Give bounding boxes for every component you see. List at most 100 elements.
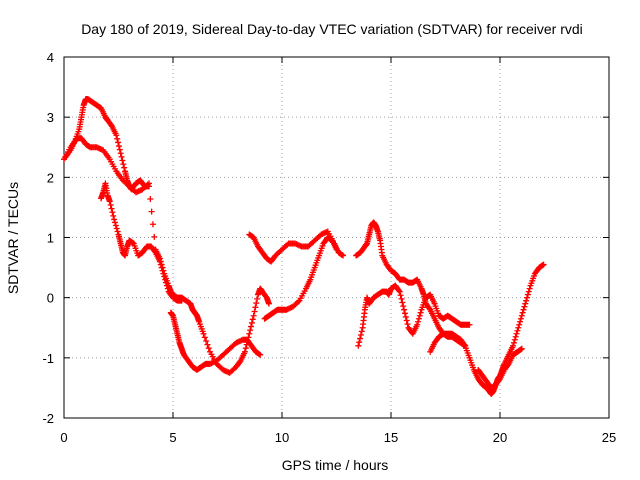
data-point bbox=[160, 270, 167, 277]
data-point bbox=[250, 312, 257, 319]
data-point bbox=[404, 321, 411, 328]
data-point bbox=[415, 318, 422, 325]
data-point bbox=[121, 164, 128, 171]
data-point bbox=[114, 135, 121, 142]
data-point bbox=[115, 139, 122, 146]
data-point bbox=[522, 300, 529, 307]
x-axis-ticks: 0 5 10 15 20 25 bbox=[60, 57, 616, 445]
data-point bbox=[510, 342, 517, 349]
data-point bbox=[414, 321, 421, 328]
x-tick-label: 10 bbox=[275, 430, 289, 445]
data-point bbox=[236, 359, 243, 366]
data-point bbox=[151, 233, 158, 240]
data-point bbox=[117, 150, 124, 157]
data-point bbox=[516, 321, 523, 328]
data-point bbox=[461, 341, 468, 348]
data-point bbox=[540, 261, 547, 268]
y-tick-label: 4 bbox=[47, 50, 54, 65]
data-point bbox=[120, 161, 127, 168]
data-point bbox=[513, 330, 520, 337]
x-tick-label: 5 bbox=[169, 430, 176, 445]
series-seg4 bbox=[167, 309, 264, 373]
data-point bbox=[159, 267, 166, 274]
data-point bbox=[157, 261, 164, 268]
x-tick-label: 15 bbox=[384, 430, 398, 445]
data-point bbox=[201, 334, 208, 341]
data-point bbox=[242, 345, 249, 352]
data-point bbox=[521, 303, 528, 310]
data-point bbox=[113, 132, 120, 139]
y-tick-label: 3 bbox=[47, 110, 54, 125]
data-point bbox=[164, 285, 171, 292]
data-point bbox=[517, 315, 524, 322]
data-point bbox=[247, 327, 254, 334]
data-point bbox=[111, 216, 118, 223]
data-point bbox=[114, 228, 121, 235]
y-axis-label: SDTVAR / TECUs bbox=[5, 182, 21, 294]
data-point bbox=[356, 339, 363, 346]
data-point bbox=[512, 333, 519, 340]
data-point bbox=[415, 315, 422, 322]
data-point bbox=[112, 222, 119, 229]
data-point bbox=[109, 209, 116, 216]
data-point bbox=[524, 294, 531, 301]
series-seg6 bbox=[261, 234, 340, 322]
data-point bbox=[523, 297, 530, 304]
data-point bbox=[519, 309, 526, 316]
data-point bbox=[113, 225, 120, 232]
data-point bbox=[399, 299, 406, 306]
data-point bbox=[248, 323, 255, 330]
data-point bbox=[340, 252, 347, 259]
series-seg5 bbox=[246, 228, 347, 265]
data-point bbox=[514, 327, 521, 334]
data-point bbox=[248, 319, 255, 326]
data-point bbox=[333, 246, 340, 253]
data-point bbox=[204, 341, 211, 348]
series-seg10 bbox=[475, 345, 525, 391]
data-point bbox=[401, 310, 408, 317]
data-point bbox=[203, 337, 210, 344]
data-point bbox=[466, 321, 473, 328]
data-point bbox=[110, 212, 117, 219]
data-point bbox=[265, 300, 272, 307]
data-point bbox=[416, 312, 423, 319]
data-point bbox=[251, 308, 258, 315]
data-point bbox=[520, 306, 527, 313]
data-point bbox=[417, 309, 424, 316]
data-point bbox=[496, 377, 503, 384]
grid-lines bbox=[64, 57, 609, 418]
data-point bbox=[162, 276, 169, 283]
series-seg7 bbox=[355, 282, 473, 349]
series-seg9 bbox=[427, 261, 547, 397]
y-tick-label: -2 bbox=[42, 411, 54, 426]
data-point bbox=[525, 288, 532, 295]
data-point bbox=[257, 351, 264, 358]
data-point bbox=[398, 295, 405, 302]
data-point bbox=[401, 306, 408, 313]
data-point bbox=[510, 339, 517, 346]
data-point bbox=[246, 330, 253, 337]
data-point bbox=[426, 305, 433, 312]
data-point bbox=[156, 258, 163, 265]
data-point bbox=[118, 153, 125, 160]
data-point bbox=[252, 304, 259, 311]
data-point bbox=[151, 248, 158, 255]
data-point bbox=[249, 316, 256, 323]
data-point bbox=[161, 273, 168, 280]
data-point bbox=[254, 295, 261, 302]
data-point bbox=[178, 297, 185, 304]
data-point bbox=[357, 331, 364, 338]
data-point bbox=[355, 342, 362, 349]
data-point bbox=[108, 121, 115, 128]
data-point bbox=[112, 219, 119, 226]
data-point bbox=[526, 285, 533, 292]
x-tick-label: 20 bbox=[493, 430, 507, 445]
data-point bbox=[107, 202, 114, 209]
data-point bbox=[106, 198, 113, 205]
series-seg2 bbox=[61, 96, 272, 376]
data-point bbox=[515, 324, 522, 331]
data-point bbox=[148, 208, 155, 215]
y-tick-label: 1 bbox=[47, 231, 54, 246]
y-tick-label: 0 bbox=[47, 291, 54, 306]
